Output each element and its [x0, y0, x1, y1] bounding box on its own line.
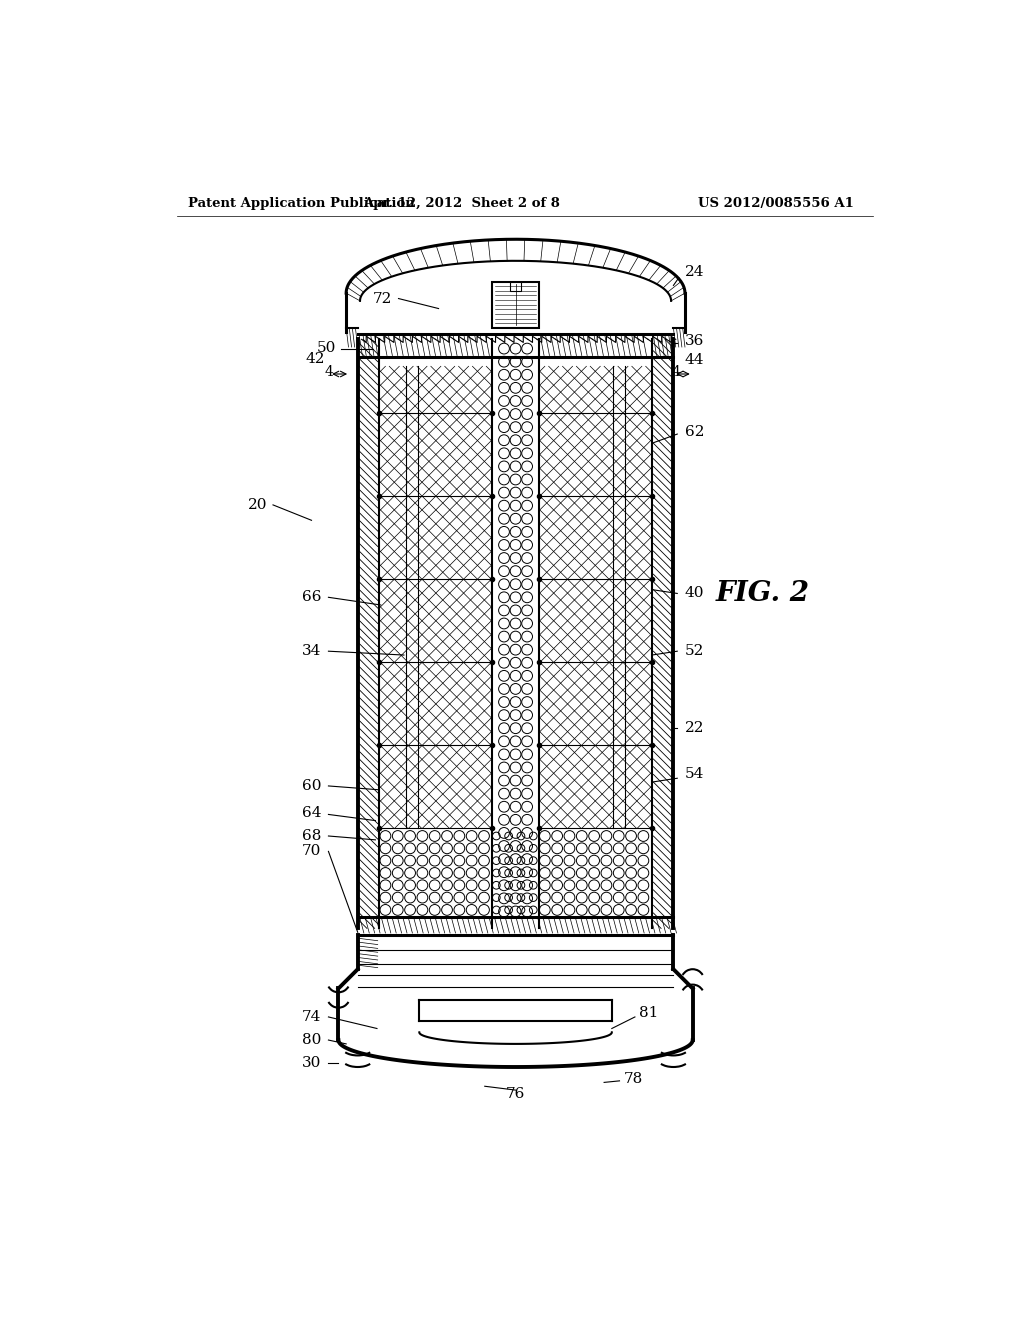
Text: 72: 72 — [373, 292, 392, 305]
Text: 54: 54 — [685, 767, 705, 781]
Text: Patent Application Publication: Patent Application Publication — [188, 197, 415, 210]
Text: 52: 52 — [685, 644, 705, 659]
Text: 22: 22 — [685, 721, 705, 735]
Bar — [510, 281, 521, 290]
Text: 64: 64 — [302, 807, 322, 820]
Text: 20: 20 — [248, 498, 267, 512]
Text: US 2012/0085556 A1: US 2012/0085556 A1 — [698, 197, 854, 210]
Text: 42: 42 — [305, 352, 325, 367]
Text: 40: 40 — [685, 586, 705, 601]
Text: 34: 34 — [302, 644, 322, 659]
Text: 44: 44 — [685, 354, 705, 367]
Text: 30: 30 — [302, 1056, 322, 1071]
Text: FIG. 2: FIG. 2 — [716, 579, 810, 607]
Text: 70: 70 — [302, 845, 322, 858]
Text: 60: 60 — [302, 779, 322, 793]
Bar — [379, 239, 652, 347]
Text: 74: 74 — [302, 1010, 322, 1024]
Text: 68: 68 — [302, 829, 322, 843]
Text: 66: 66 — [302, 590, 322, 605]
Text: 78: 78 — [624, 1072, 643, 1085]
Text: 24: 24 — [685, 265, 705, 280]
Text: 81: 81 — [639, 1006, 658, 1020]
Text: 4: 4 — [325, 364, 334, 379]
Text: 80: 80 — [302, 1034, 322, 1047]
Text: 62: 62 — [685, 425, 705, 438]
Text: 76: 76 — [506, 1086, 525, 1101]
Bar — [493, 281, 539, 327]
Text: 4: 4 — [672, 364, 680, 379]
Text: 50: 50 — [316, 341, 336, 355]
Text: 36: 36 — [685, 334, 705, 348]
Text: Apr. 12, 2012  Sheet 2 of 8: Apr. 12, 2012 Sheet 2 of 8 — [364, 197, 560, 210]
